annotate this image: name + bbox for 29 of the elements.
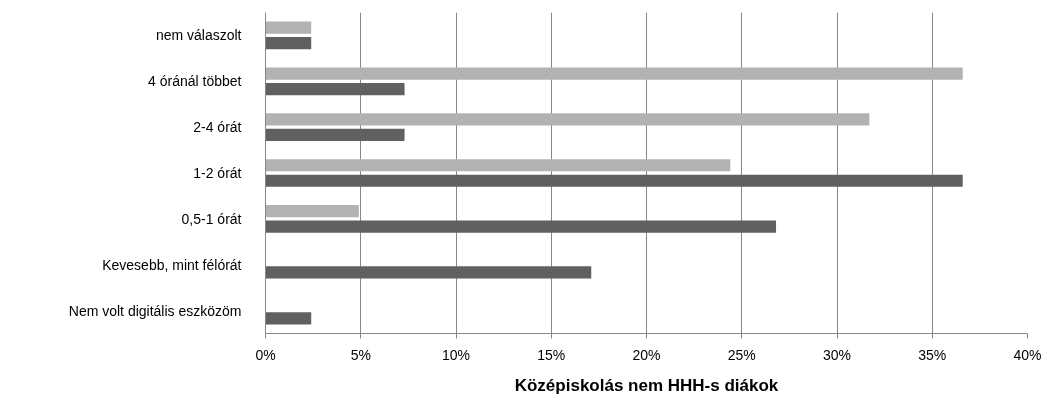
bar <box>265 266 592 279</box>
bar <box>265 128 405 141</box>
x-tick-label: 40% <box>1013 346 1042 363</box>
x-tick-label: 35% <box>918 346 947 363</box>
x-tick-label: 10% <box>441 346 471 363</box>
y-tick-label: 1-2 órát <box>193 165 242 181</box>
bar <box>265 159 731 172</box>
bar <box>265 82 405 96</box>
y-tick-label: 0,5-1 órát <box>181 210 242 227</box>
y-tick-label: nem válaszolt <box>155 27 242 44</box>
bar <box>265 37 312 50</box>
bar <box>265 220 777 233</box>
x-tick-label: 15% <box>537 346 566 363</box>
x-tick-label: 25% <box>727 346 756 363</box>
bar <box>265 312 312 325</box>
x-tick-label: 20% <box>632 346 661 363</box>
y-tick-label: 2-4 órát <box>193 119 242 136</box>
bar <box>265 67 963 80</box>
x-axis-title: Középiskolás nem HHH-s diákok <box>514 375 779 395</box>
bar <box>265 21 312 34</box>
y-tick-label: Kevesebb, mint félórát <box>102 256 242 273</box>
x-tick-label: 30% <box>822 346 852 363</box>
y-tick-label: 4 óránál többet <box>148 73 242 90</box>
x-tick-label: 5% <box>350 346 371 363</box>
bar <box>265 205 359 218</box>
x-tick-label: 0% <box>255 346 276 363</box>
y-tick-label: Nem volt digitális eszközöm <box>68 302 242 319</box>
bar <box>265 113 870 126</box>
bar <box>265 174 963 187</box>
